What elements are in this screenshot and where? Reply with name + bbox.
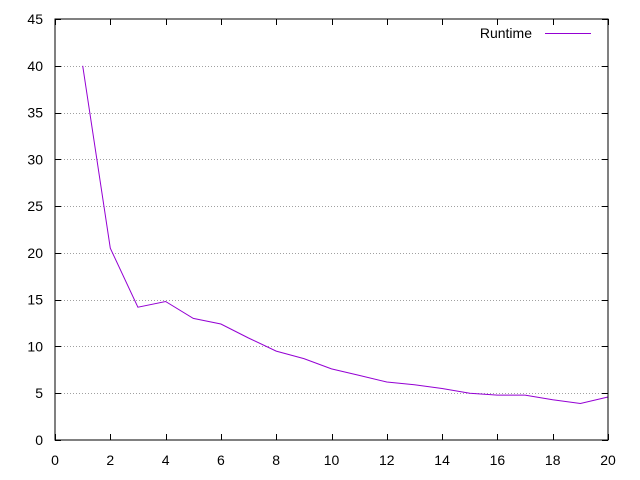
y-tick-label: 40 (27, 58, 43, 74)
y-tick-label: 45 (27, 11, 43, 27)
y-tick-label: 25 (27, 198, 43, 214)
axis-ticks (55, 19, 609, 441)
x-axis-tick-labels: 0 2 4 6 8 10 12 14 16 18 20 (51, 452, 616, 468)
plot-border (54, 18, 609, 441)
series-layer (82, 65, 609, 405)
x-tick-label: 0 (51, 452, 59, 468)
legend-entry-label: Runtime (480, 25, 532, 41)
x-tick-label: 10 (324, 452, 340, 468)
x-tick-label: 16 (490, 452, 506, 468)
x-tick-label: 4 (162, 452, 170, 468)
x-tick-label: 12 (379, 452, 395, 468)
series-line-runtime (82, 65, 609, 405)
x-tick-label: 18 (545, 452, 561, 468)
x-tick-label: 14 (434, 452, 450, 468)
legend: Runtime (465, 22, 605, 44)
y-tick-label: 10 (27, 338, 43, 354)
x-tick-label: 2 (106, 452, 114, 468)
x-tick-label: 6 (217, 452, 225, 468)
y-tick-label: 15 (27, 292, 43, 308)
x-tick-label: 8 (272, 452, 280, 468)
y-axis-tick-labels: 0 5 10 15 20 25 30 35 40 45 (27, 11, 43, 448)
y-tick-label: 0 (35, 432, 43, 448)
y-tick-label: 20 (27, 245, 43, 261)
y-tick-label: 5 (35, 385, 43, 401)
grid-lines (55, 66, 608, 394)
y-tick-label: 35 (27, 105, 43, 121)
y-tick-label: 30 (27, 151, 43, 167)
x-tick-label: 20 (600, 452, 616, 468)
legend-background (465, 22, 605, 44)
